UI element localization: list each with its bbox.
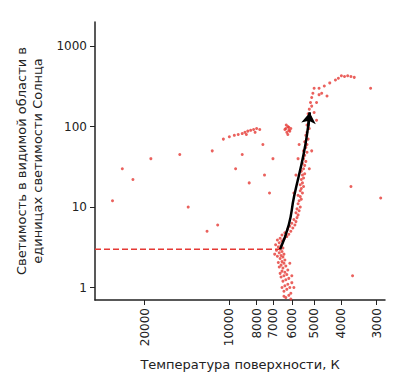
svg-text:3000: 3000 bbox=[370, 308, 384, 339]
svg-text:4000: 4000 bbox=[334, 308, 348, 339]
svg-text:единицах светимости Солнца: единицах светимости Солнца bbox=[30, 58, 45, 264]
svg-text:1000: 1000 bbox=[56, 39, 87, 53]
svg-text:10: 10 bbox=[72, 200, 87, 214]
svg-text:Температура поверхности, К: Температура поверхности, К bbox=[139, 357, 339, 372]
svg-text:Светимость в видимой области в: Светимость в видимой области в bbox=[14, 47, 29, 275]
svg-text:7000: 7000 bbox=[266, 308, 280, 339]
svg-text:8000: 8000 bbox=[250, 308, 264, 339]
svg-text:20000: 20000 bbox=[138, 308, 152, 346]
svg-text:1: 1 bbox=[79, 281, 87, 295]
svg-text:100: 100 bbox=[64, 120, 87, 134]
svg-text:5000: 5000 bbox=[307, 308, 321, 339]
svg-text:10000: 10000 bbox=[222, 308, 236, 346]
svg-text:6000: 6000 bbox=[285, 308, 299, 339]
